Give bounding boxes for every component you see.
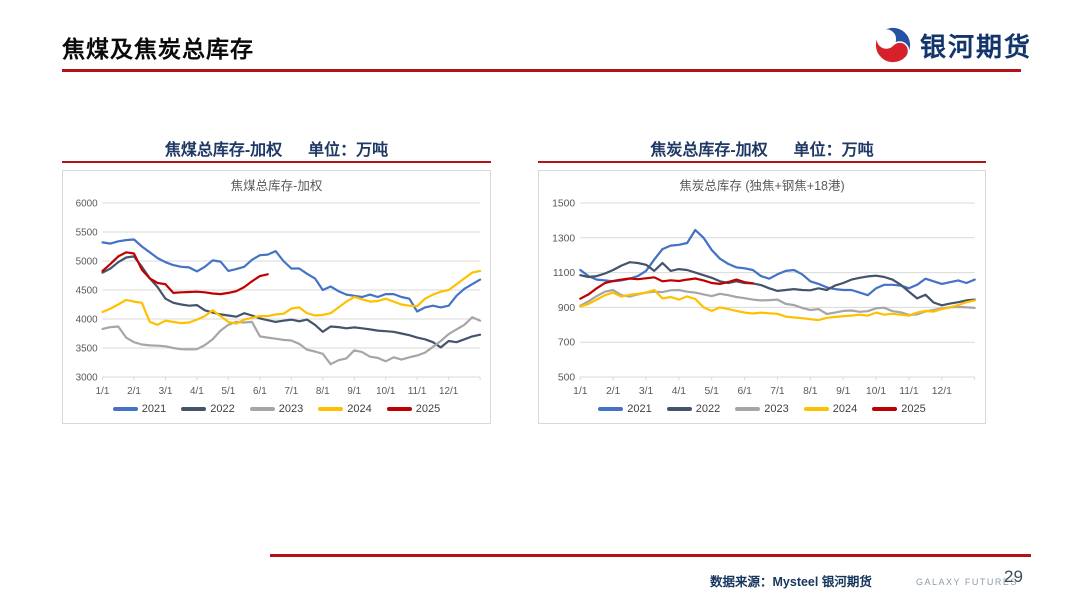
svg-text:8/1: 8/1 (803, 386, 818, 397)
svg-text:3000: 3000 (76, 372, 98, 383)
legend-label: 2025 (901, 403, 926, 415)
svg-text:6000: 6000 (76, 198, 98, 209)
coke-chart-section: 焦炭总库存-加权 单位：万吨 焦炭总库存 (独焦+钢焦+18港) 500 700 9… (538, 136, 986, 424)
legend-swatch (386, 407, 412, 411)
legend-swatch (735, 407, 761, 411)
legend-item-2023: 2023 (735, 403, 789, 415)
section-header: 焦煤总库存-加权 单位：万吨 (62, 136, 491, 160)
footer-divider (270, 554, 1031, 557)
section-divider (62, 161, 491, 163)
coke-line-plot: 500 700 900 1100 1300 1500 1/1 2/1 3/1 4/1 5/1 6/1 7… (552, 199, 976, 397)
svg-text:3/1: 3/1 (159, 386, 173, 397)
svg-text:7/1: 7/1 (770, 386, 785, 397)
galaxy-futures-logo: 银河期货 (874, 26, 1032, 64)
svg-text:7/1: 7/1 (284, 386, 298, 397)
chart-legend: 2021 2022 2023 2024 2025 (539, 399, 985, 419)
legend-item-2025: 2025 (872, 403, 926, 415)
svg-text:700: 700 (558, 338, 576, 349)
section-title: 焦煤总库存-加权 (164, 142, 283, 159)
svg-text:4000: 4000 (76, 314, 98, 325)
svg-text:1/1: 1/1 (96, 386, 110, 397)
header-divider (62, 69, 1021, 72)
legend-item-2025: 2025 (386, 403, 441, 415)
svg-text:12/1: 12/1 (932, 386, 952, 397)
legend-item-2021: 2021 (112, 403, 167, 415)
svg-text:4/1: 4/1 (190, 386, 204, 397)
legend-label: 2023 (764, 403, 789, 415)
legend-label: 2021 (627, 403, 652, 415)
svg-text:5500: 5500 (76, 227, 98, 238)
chart-legend: 2021 2022 2023 2024 2025 (63, 399, 490, 419)
legend-label: 2022 (210, 403, 235, 415)
legend-swatch (181, 407, 207, 411)
svg-text:6/1: 6/1 (253, 386, 267, 397)
svg-text:5000: 5000 (76, 256, 98, 267)
logo-text: 银河期货 (919, 31, 1032, 62)
svg-text:1500: 1500 (552, 199, 575, 210)
legend-swatch (112, 407, 138, 411)
legend-item-2023: 2023 (249, 403, 304, 415)
coking-coal-chart: 焦煤总库存-加权 3000 3500 4000 4500 5000 5500 6000 1/1… (62, 170, 491, 424)
galaxy-logo-icon (874, 26, 912, 64)
svg-text:1/1: 1/1 (573, 386, 588, 397)
legend-swatch (598, 407, 624, 411)
legend-swatch (318, 407, 344, 411)
legend-item-2024: 2024 (803, 403, 858, 415)
coking-coal-chart-section: 焦煤总库存-加权 单位：万吨 焦煤总库存-加权 3000 3500 4000 4500… (62, 136, 491, 424)
svg-text:10/1: 10/1 (866, 386, 886, 397)
legend-swatch (666, 407, 692, 411)
svg-text:2/1: 2/1 (127, 386, 141, 397)
svg-text:500: 500 (558, 373, 576, 384)
chart-title: 焦炭总库存 (独焦+钢焦+18港) (679, 179, 845, 193)
section-unit-label: 单位：万吨 (793, 142, 874, 159)
svg-text:2/1: 2/1 (606, 386, 621, 397)
legend-label: 2024 (347, 403, 372, 415)
svg-text:3/1: 3/1 (639, 386, 654, 397)
svg-text:11/1: 11/1 (408, 386, 427, 397)
legend-item-2022: 2022 (181, 403, 235, 415)
legend-label: 2025 (415, 403, 441, 415)
legend-label: 2024 (832, 403, 858, 415)
svg-text:1100: 1100 (553, 268, 576, 279)
section-divider (538, 161, 986, 163)
svg-text:11/1: 11/1 (899, 386, 919, 397)
svg-text:5/1: 5/1 (221, 386, 235, 397)
section-unit-label: 单位：万吨 (308, 142, 389, 159)
legend-label: 2022 (695, 403, 721, 415)
page-number: 29 (1004, 567, 1023, 586)
legend-item-2021: 2021 (598, 403, 652, 415)
section-header: 焦炭总库存-加权 单位：万吨 (538, 136, 986, 160)
svg-text:9/1: 9/1 (836, 386, 851, 397)
legend-item-2024: 2024 (318, 403, 372, 415)
coke-chart: 焦炭总库存 (独焦+钢焦+18港) 500 700 900 1100 1300 1500 1… (538, 170, 986, 424)
coking-coal-line-plot: 3000 3500 4000 4500 5000 5500 6000 1/1 2/1 3/1 4/1… (76, 198, 482, 397)
svg-text:5/1: 5/1 (705, 386, 720, 397)
page-title: 焦煤及焦炭总库存 (62, 36, 254, 62)
legend-swatch (872, 407, 898, 411)
svg-text:12/1: 12/1 (439, 386, 459, 397)
legend-item-2022: 2022 (666, 403, 721, 415)
svg-text:3500: 3500 (76, 343, 98, 354)
svg-text:10/1: 10/1 (376, 386, 396, 397)
legend-label: 2023 (278, 403, 304, 415)
svg-text:8/1: 8/1 (316, 386, 330, 397)
svg-text:900: 900 (558, 303, 576, 314)
svg-text:4/1: 4/1 (672, 386, 687, 397)
data-source-label: 数据来源：Mysteel 银河期货 (710, 575, 872, 589)
svg-text:1300: 1300 (552, 233, 575, 244)
svg-text:6/1: 6/1 (737, 386, 752, 397)
legend-swatch (803, 407, 829, 411)
section-title: 焦炭总库存-加权 (650, 142, 768, 159)
brand-label: GALAXY FUTURES (916, 577, 1018, 587)
chart-title: 焦煤总库存-加权 (230, 179, 323, 193)
svg-text:9/1: 9/1 (347, 386, 361, 397)
legend-label: 2021 (141, 403, 167, 415)
svg-text:4500: 4500 (76, 285, 98, 296)
legend-swatch (249, 407, 275, 411)
